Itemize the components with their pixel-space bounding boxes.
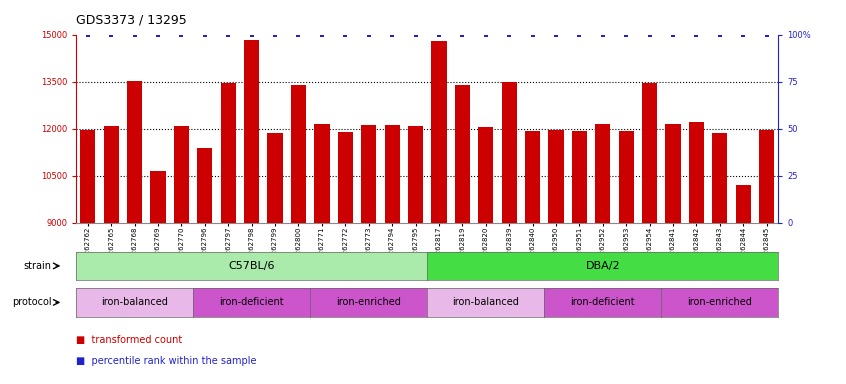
Bar	[455, 85, 470, 384]
Point	[455, 31, 469, 38]
Text: strain: strain	[24, 261, 52, 271]
Bar	[548, 130, 563, 384]
Bar	[104, 126, 118, 384]
Point	[245, 31, 259, 38]
Point	[573, 31, 586, 38]
Text: iron-balanced: iron-balanced	[102, 297, 168, 308]
Bar	[315, 124, 329, 384]
Point	[174, 31, 188, 38]
Point	[666, 31, 679, 38]
Bar	[291, 85, 306, 384]
Text: ■  transformed count: ■ transformed count	[76, 335, 183, 345]
Point	[643, 31, 656, 38]
Text: ■  percentile rank within the sample: ■ percentile rank within the sample	[76, 356, 256, 366]
Point	[736, 31, 750, 38]
Point	[713, 31, 727, 38]
Text: GDS3373 / 13295: GDS3373 / 13295	[76, 14, 187, 27]
Bar	[197, 148, 212, 384]
Bar	[221, 83, 236, 384]
Bar	[361, 125, 376, 384]
Bar	[689, 122, 704, 384]
Text: DBA/2: DBA/2	[585, 261, 620, 271]
Bar	[151, 171, 166, 384]
Point	[81, 31, 95, 38]
Text: iron-enriched: iron-enriched	[687, 297, 752, 308]
Point	[198, 31, 212, 38]
Point	[526, 31, 540, 38]
Bar	[525, 131, 540, 384]
Bar	[174, 126, 189, 384]
Bar	[736, 185, 750, 384]
Point	[338, 31, 352, 38]
Point	[479, 31, 492, 38]
Bar	[127, 81, 142, 384]
Point	[503, 31, 516, 38]
Bar	[759, 130, 774, 384]
Point	[151, 31, 165, 38]
Point	[596, 31, 609, 38]
Point	[268, 31, 282, 38]
Bar	[712, 133, 728, 384]
Bar	[431, 41, 447, 384]
Text: protocol: protocol	[12, 297, 52, 308]
Bar	[267, 133, 283, 384]
Bar	[408, 126, 423, 384]
Point	[362, 31, 376, 38]
Text: iron-balanced: iron-balanced	[453, 297, 519, 308]
Point	[104, 31, 118, 38]
Bar	[385, 125, 399, 384]
Text: iron-deficient: iron-deficient	[219, 297, 284, 308]
Text: iron-enriched: iron-enriched	[336, 297, 401, 308]
Point	[292, 31, 305, 38]
Point	[386, 31, 399, 38]
Point	[222, 31, 235, 38]
Bar	[244, 40, 259, 384]
Point	[409, 31, 422, 38]
Bar	[642, 83, 657, 384]
Bar	[666, 124, 680, 384]
Point	[128, 31, 141, 38]
Point	[315, 31, 328, 38]
Text: C57BL/6: C57BL/6	[228, 261, 275, 271]
Point	[760, 31, 773, 38]
Text: iron-deficient: iron-deficient	[570, 297, 635, 308]
Bar	[80, 130, 96, 384]
Bar	[478, 127, 493, 384]
Bar	[618, 131, 634, 384]
Point	[432, 31, 446, 38]
Bar	[572, 131, 587, 384]
Bar	[338, 132, 353, 384]
Bar	[502, 82, 517, 384]
Point	[549, 31, 563, 38]
Point	[619, 31, 633, 38]
Bar	[596, 124, 610, 384]
Point	[689, 31, 703, 38]
